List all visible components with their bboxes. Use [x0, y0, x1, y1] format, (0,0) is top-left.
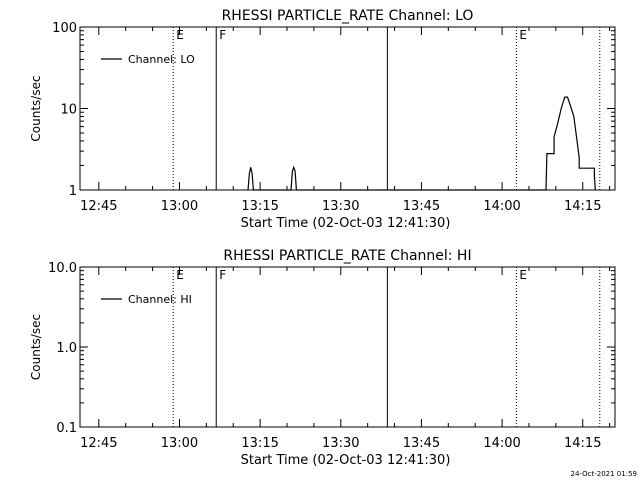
- x-tick-label: 13:45: [403, 199, 440, 214]
- x-tick-label: 12:45: [80, 436, 117, 451]
- data-series-line: [247, 96, 596, 191]
- x-tick-label: 13:45: [403, 436, 440, 451]
- event-marker-label: E: [176, 268, 184, 282]
- x-tick-label: 14:15: [564, 436, 601, 451]
- y-axis-label: Counts/sec: [29, 75, 43, 141]
- x-tick-label: 14:00: [483, 199, 520, 214]
- x-tick-label: 14:00: [483, 436, 520, 451]
- x-axis-label: Start Time (02-Oct-03 12:41:30): [241, 216, 451, 231]
- y-tick-label: 10: [60, 103, 77, 118]
- y-axis-label: Counts/sec: [29, 314, 43, 380]
- x-axis-label: Start Time (02-Oct-03 12:41:30): [241, 453, 451, 468]
- event-marker-label: E: [519, 268, 527, 282]
- legend-label: Channel: HI: [128, 293, 192, 306]
- x-tick-label: 13:15: [241, 436, 278, 451]
- x-tick-label: 14:15: [564, 199, 601, 214]
- y-tick-label: 100: [52, 21, 77, 36]
- x-tick-label: 13:00: [161, 199, 198, 214]
- event-marker-label: E: [176, 28, 184, 42]
- chart-panel-2: [79, 266, 616, 428]
- y-tick-label: 1: [69, 184, 77, 199]
- x-tick-label: 13:00: [161, 436, 198, 451]
- legend-label: Channel: LO: [128, 53, 195, 66]
- y-tick-label: 10.0: [48, 261, 77, 276]
- event-marker-label: E: [519, 28, 527, 42]
- chart-title: RHESSI PARTICLE_RATE Channel: HI: [223, 248, 471, 264]
- x-tick-label: 13:15: [241, 199, 278, 214]
- event-marker-label: F: [219, 268, 226, 282]
- chart-panel-1: [79, 26, 616, 191]
- chart-title: RHESSI PARTICLE_RATE Channel: LO: [222, 8, 474, 24]
- x-tick-label: 13:30: [322, 199, 359, 214]
- plot-frame: [79, 266, 616, 428]
- y-tick-label: 0.1: [56, 421, 77, 436]
- footer-timestamp: 24-Oct-2021 01:59: [571, 470, 637, 478]
- x-tick-label: 12:45: [80, 199, 117, 214]
- y-tick-label: 1.0: [56, 341, 77, 356]
- x-tick-label: 13:30: [322, 436, 359, 451]
- plot-frame: [79, 26, 616, 191]
- event-marker-label: F: [219, 28, 226, 42]
